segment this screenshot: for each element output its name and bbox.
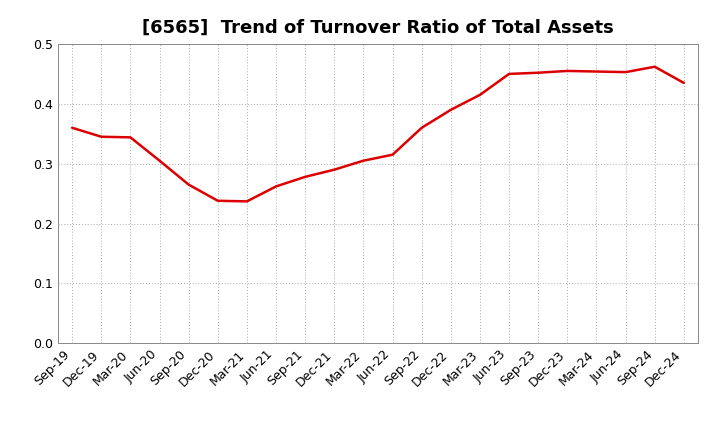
Title: [6565]  Trend of Turnover Ratio of Total Assets: [6565] Trend of Turnover Ratio of Total … — [142, 19, 614, 37]
